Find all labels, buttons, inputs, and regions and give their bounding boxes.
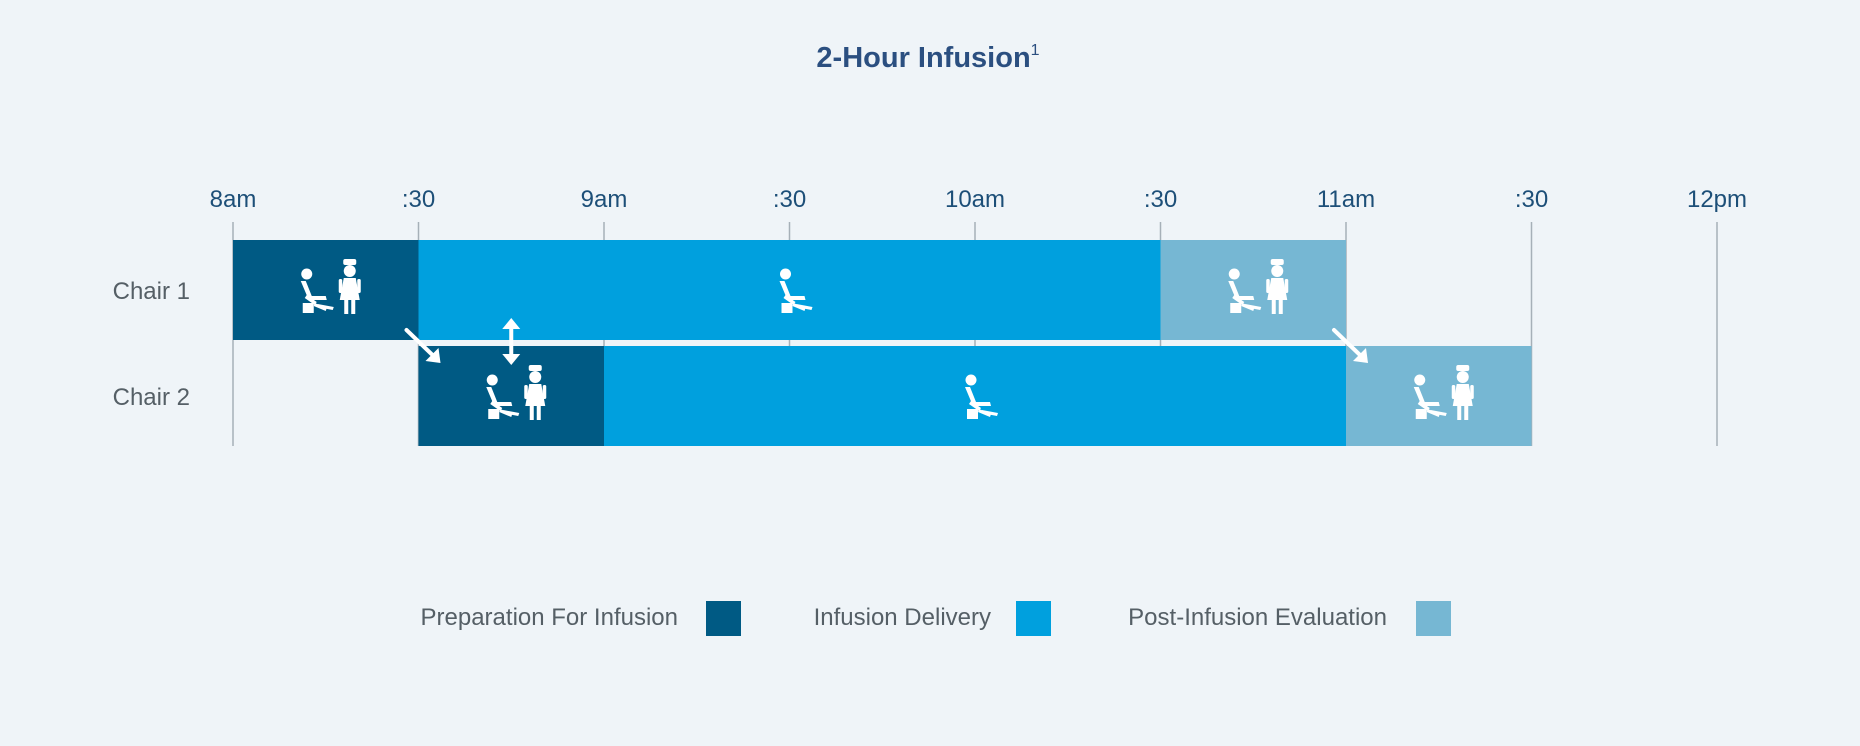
legend-swatch xyxy=(1016,601,1051,636)
legend: Preparation For Infusion Infusion Deliver… xyxy=(421,601,1451,636)
gantt-bars xyxy=(233,240,1532,446)
x-tick-label: :30 xyxy=(1515,186,1548,213)
gantt-bar xyxy=(418,240,1161,340)
chart-title: 2-Hour Infusion1 xyxy=(816,42,1039,74)
x-tick-label: 12pm xyxy=(1687,186,1747,213)
legend-item: Post-Infusion Evaluation xyxy=(1128,601,1451,636)
row-label: Chair 1 xyxy=(113,278,190,305)
gantt-bar xyxy=(1160,240,1346,340)
x-tick-label: 8am xyxy=(210,186,257,213)
x-tick-label: 10am xyxy=(945,186,1005,213)
legend-swatch xyxy=(706,601,741,636)
x-tick-label: :30 xyxy=(402,186,435,213)
vertical-double-arrow-icon xyxy=(502,318,521,365)
legend-label: Post-Infusion Evaluation xyxy=(1128,604,1387,631)
x-tick-label: :30 xyxy=(1144,186,1177,213)
x-axis-tick-labels: 8am :30 9am :30 10am :30 11am :30 12pm xyxy=(210,186,1747,213)
x-tick-label: :30 xyxy=(773,186,806,213)
legend-label: Preparation For Infusion xyxy=(421,604,678,631)
gantt-bar xyxy=(604,346,1346,446)
gantt-bar xyxy=(233,240,419,340)
x-tick-label: 9am xyxy=(581,186,628,213)
diagonal-arrow-icon xyxy=(404,328,441,363)
gantt-bar xyxy=(1346,346,1532,446)
chart-title-superscript: 1 xyxy=(1031,42,1040,59)
chart-title-text: 2-Hour Infusion xyxy=(816,42,1030,74)
row-label: Chair 2 xyxy=(113,384,190,411)
transition-arrows xyxy=(404,318,1368,365)
legend-label: Infusion Delivery xyxy=(814,604,991,631)
row-labels: Chair 1 Chair 2 xyxy=(113,278,190,411)
x-tick-label: 11am xyxy=(1317,186,1375,213)
legend-item: Preparation For Infusion xyxy=(421,601,741,636)
legend-swatch xyxy=(1416,601,1451,636)
legend-item: Infusion Delivery xyxy=(814,601,1051,636)
diagonal-arrow-icon xyxy=(1332,328,1368,363)
